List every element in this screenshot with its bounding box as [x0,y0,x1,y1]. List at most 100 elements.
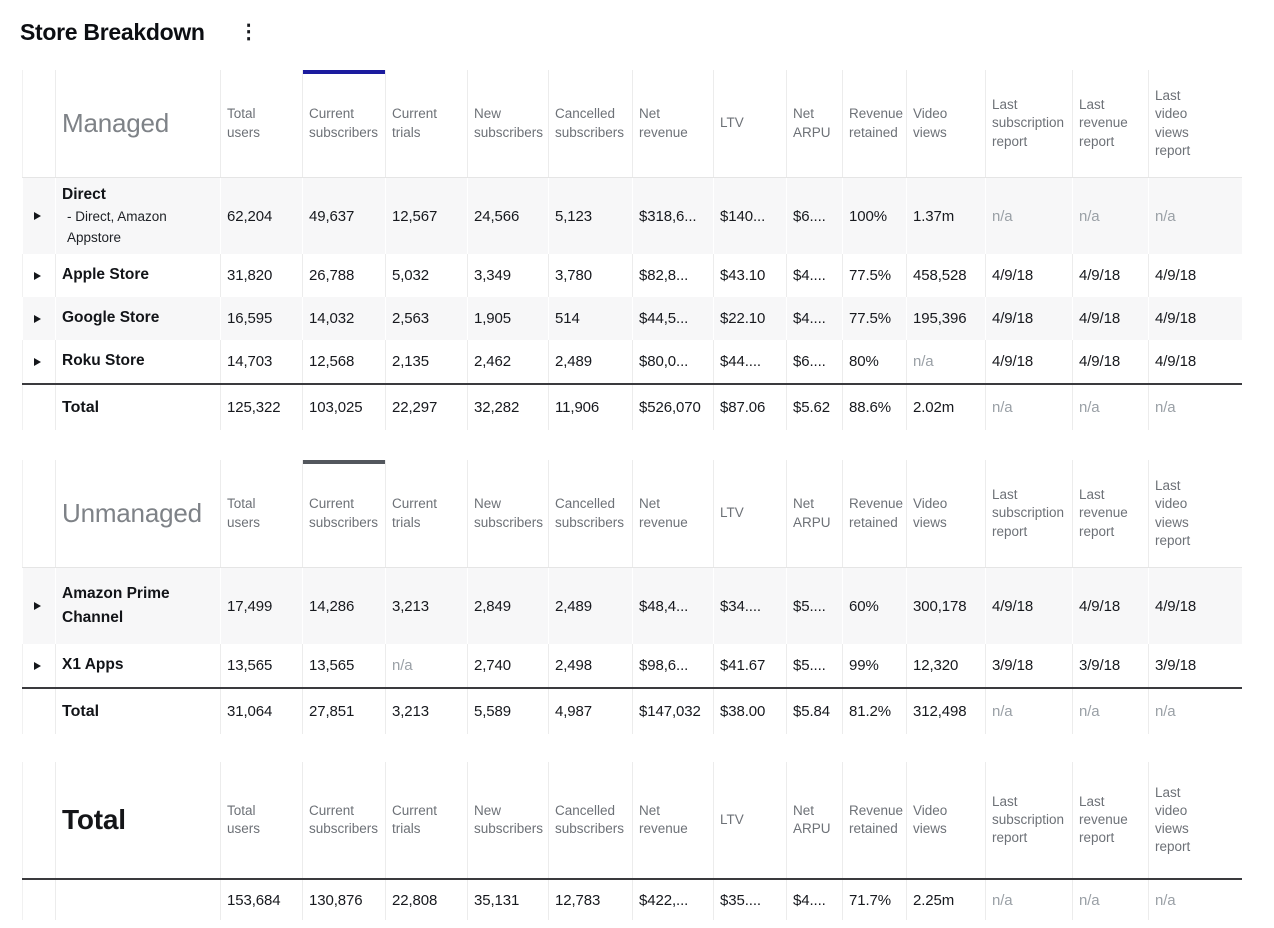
column-header-total-users[interactable]: Total users [220,762,302,878]
table-cell: $34.... [713,568,786,644]
table-cell: 3,213 [385,568,467,644]
table-cell: 100% [842,178,906,254]
header-gutter [22,70,55,177]
table-cell: 4/9/18 [985,254,1072,297]
table-cell: $22.10 [713,297,786,340]
column-header-net-arpu[interactable]: Net ARPU [786,762,842,878]
table-cell: $87.06 [713,385,786,430]
expand-arrow-icon[interactable] [34,314,41,323]
table-cell: $41.67 [713,644,786,687]
column-header-last-video-views-report[interactable]: Last video views report [1148,460,1242,567]
table-cell: 35,131 [467,880,548,920]
column-header-ltv[interactable]: LTV [713,762,786,878]
column-header-last-revenue-report[interactable]: Last revenue report [1072,762,1148,878]
column-header-net-revenue[interactable]: Net revenue [632,460,713,567]
section-label-cell: Total [55,762,220,878]
column-header-last-video-views-report[interactable]: Last video views report [1148,70,1242,177]
managed-header-row: Managed Total users Current subscribers … [22,70,1242,178]
table-cell: n/a [985,385,1072,430]
column-header-total-users[interactable]: Total users [220,70,302,177]
table-cell: 2,135 [385,340,467,383]
column-header-revenue-retained[interactable]: Revenue retained [842,762,906,878]
table-cell: 26,788 [302,254,385,297]
table-cell: n/a [1072,689,1148,734]
table-cell: 1.37m [906,178,985,254]
table-cell: $5.62 [786,385,842,430]
table-cell: 4,987 [548,689,632,734]
kebab-menu-icon[interactable]: ⋮ [238,21,259,43]
expand-arrow-icon[interactable] [34,602,41,610]
column-header-current-subscribers[interactable]: Current subscribers [302,70,385,177]
table-cell: 2.02m [906,385,985,430]
column-header-net-arpu[interactable]: Net ARPU [786,460,842,567]
table-cell: 103,025 [302,385,385,430]
table-cell: 13,565 [220,644,302,687]
column-header-cancelled-subscribers[interactable]: Cancelled subscribers [548,70,632,177]
row-name-detail: - Direct, Amazon Appstore [67,209,167,245]
column-header-current-trials[interactable]: Current trials [385,460,467,567]
table-cell: 3/9/18 [1072,644,1148,687]
table-cell: $4.... [786,297,842,340]
table-cell: 62,204 [220,178,302,254]
column-header-last-subscription-report[interactable]: Last subscription report [985,762,1072,878]
table-cell: 4/9/18 [985,297,1072,340]
table-cell: 514 [548,297,632,340]
column-header-ltv[interactable]: LTV [713,70,786,177]
expand-arrow-icon[interactable] [34,212,41,220]
grand-total-row: 153,684 130,876 22,808 35,131 12,783 $42… [22,878,1242,920]
row-gutter [22,254,55,297]
table-cell: 130,876 [302,880,385,920]
table-cell: 22,808 [385,880,467,920]
table-cell: 31,820 [220,254,302,297]
column-header-new-subscribers[interactable]: New subscribers [467,70,548,177]
table-cell: 81.2% [842,689,906,734]
section-label-cell: Managed [55,70,220,177]
managed-section: Managed Total users Current subscribers … [22,70,1242,430]
column-header-new-subscribers[interactable]: New subscribers [467,762,548,878]
column-header-net-revenue[interactable]: Net revenue [632,762,713,878]
column-header-revenue-retained[interactable]: Revenue retained [842,460,906,567]
column-header-video-views[interactable]: Video views [906,762,985,878]
expand-arrow-icon[interactable] [34,271,41,280]
column-header-video-views[interactable]: Video views [906,70,985,177]
header-gutter [22,762,55,878]
column-header-last-revenue-report[interactable]: Last revenue report [1072,70,1148,177]
table-cell: 2,563 [385,297,467,340]
column-header-current-subscribers[interactable]: Current subscribers [302,762,385,878]
column-header-current-trials[interactable]: Current trials [385,70,467,177]
table-cell: $35.... [713,880,786,920]
table-cell: 60% [842,568,906,644]
table-cell: 32,282 [467,385,548,430]
column-header-net-arpu[interactable]: Net ARPU [786,70,842,177]
table-cell: 153,684 [220,880,302,920]
table-cell: 12,320 [906,644,985,687]
column-header-current-subscribers[interactable]: Current subscribers [302,460,385,567]
column-header-new-subscribers[interactable]: New subscribers [467,460,548,567]
table-cell: $38.00 [713,689,786,734]
column-header-last-subscription-report[interactable]: Last subscription report [985,460,1072,567]
column-header-cancelled-subscribers[interactable]: Cancelled subscribers [548,762,632,878]
column-header-video-views[interactable]: Video views [906,460,985,567]
column-header-revenue-retained[interactable]: Revenue retained [842,70,906,177]
table-cell: $43.10 [713,254,786,297]
expand-arrow-icon[interactable] [34,661,41,670]
column-header-cancelled-subscribers[interactable]: Cancelled subscribers [548,460,632,567]
table-cell: 16,595 [220,297,302,340]
expand-arrow-icon[interactable] [34,357,41,366]
table-cell: n/a [985,178,1072,254]
table-cell: $44,5... [632,297,713,340]
header-gutter [22,460,55,567]
column-header-last-video-views-report[interactable]: Last video views report [1148,762,1242,878]
table-cell: 4/9/18 [1148,340,1242,383]
column-header-net-revenue[interactable]: Net revenue [632,70,713,177]
column-header-last-revenue-report[interactable]: Last revenue report [1072,460,1148,567]
page-title: Store Breakdown [20,18,205,45]
table-cell: 5,589 [467,689,548,734]
table-cell: 49,637 [302,178,385,254]
table-cell: $82,8... [632,254,713,297]
column-header-total-users[interactable]: Total users [220,460,302,567]
column-header-current-trials[interactable]: Current trials [385,762,467,878]
column-header-last-subscription-report[interactable]: Last subscription report [985,70,1072,177]
table-cell: 31,064 [220,689,302,734]
column-header-ltv[interactable]: LTV [713,460,786,567]
